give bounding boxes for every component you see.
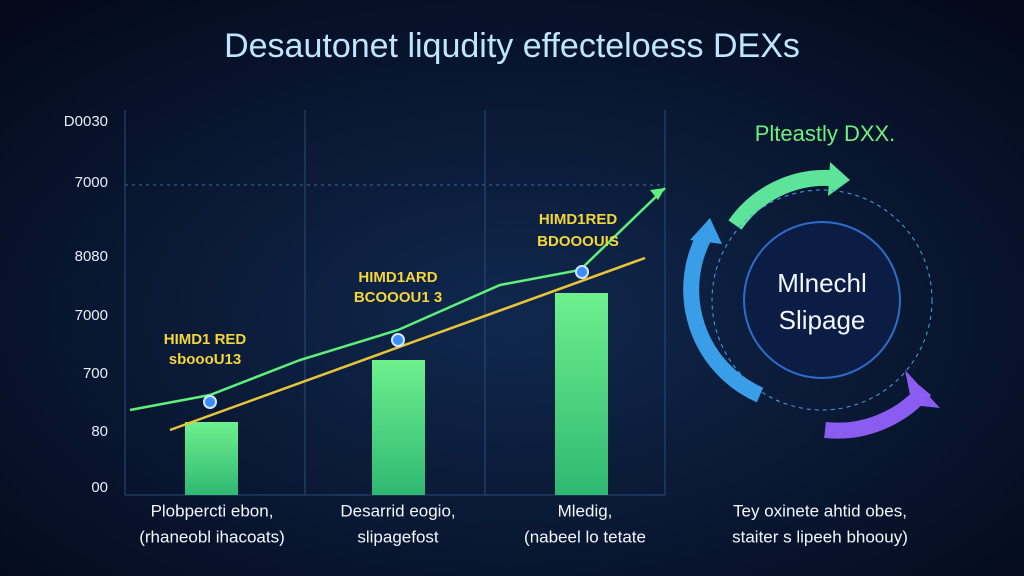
- annotation: BDOOOUIS: [537, 233, 619, 250]
- trend-line: [169, 256, 646, 432]
- axis-label: 00: [91, 479, 108, 496]
- annotation: HIMD1 RED: [164, 331, 247, 348]
- category-label: Tey oxinete ahtid obes,: [733, 501, 907, 520]
- hub: [743, 221, 901, 379]
- cycle-arrow: [683, 231, 764, 403]
- title: Desautonet liqudity effecteloess DEXs: [224, 27, 800, 65]
- category-label: Plobpercti ebon,: [151, 501, 274, 520]
- axis-label: D0030: [64, 113, 108, 130]
- annotation: HIMD1ARD: [358, 269, 437, 286]
- arrow-head: [905, 370, 940, 408]
- arrow-head: [828, 162, 850, 196]
- category-label: (nabeel lo tetate: [524, 527, 646, 546]
- annotation: HIMD1RED: [539, 211, 618, 228]
- axis-label: 700: [83, 365, 108, 382]
- bars: [185, 293, 608, 495]
- axis-label: 7000: [75, 307, 108, 324]
- bar: [372, 360, 425, 495]
- cycle: Plteastly DXX. Mlnechl Slipage: [683, 121, 940, 439]
- category-label: Mledig,: [558, 501, 613, 520]
- category-label: slipagefost: [357, 527, 439, 546]
- cycle-arrow: [728, 169, 831, 230]
- ring: [711, 189, 933, 411]
- category-label: Desarrid eogio,: [340, 501, 455, 520]
- bar: [555, 293, 608, 495]
- arrow-head: [650, 188, 665, 200]
- axis-label: 7000: [75, 174, 108, 191]
- annotation: sboooU13: [169, 351, 242, 368]
- axis-label: 8080: [75, 248, 108, 265]
- axis: D0030 7000 8080 7000 700 80 00: [64, 113, 108, 496]
- category-label: (rhaneobl ihacoats): [139, 527, 285, 546]
- annotations: HIMD1 RED sboooU13 HIMD1ARD BCOOOU1 3 HI…: [164, 211, 619, 368]
- annotation: BCOOOU1 3: [354, 289, 442, 306]
- categories: Plobpercti ebon, (rhaneobl ihacoats) Des…: [139, 501, 908, 546]
- category-label: staiter s lipeeh bhoouy): [732, 527, 908, 546]
- hub-text: Slipage: [779, 305, 866, 335]
- bar: [185, 422, 238, 495]
- axis-label: 80: [91, 423, 108, 440]
- markers: [203, 265, 589, 409]
- hub-text: Mlnechl: [777, 268, 867, 298]
- arrow-head: [690, 218, 722, 244]
- cycle-heading: Plteastly DXX.: [755, 121, 896, 146]
